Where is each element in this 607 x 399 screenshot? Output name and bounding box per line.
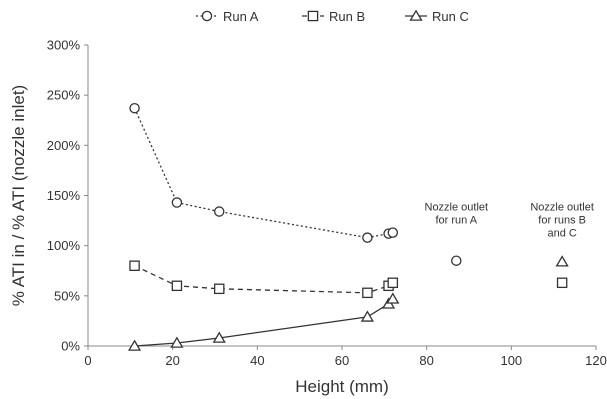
annotation-line: Nozzle outlet xyxy=(530,202,594,214)
legend-item-run-c: Run C xyxy=(405,9,469,24)
data-point xyxy=(362,287,373,299)
x-axis-title: Height (mm) xyxy=(295,377,389,396)
legend-marker xyxy=(409,9,423,21)
x-tick-label: 60 xyxy=(335,353,349,368)
x-tick-label: 0 xyxy=(84,353,91,368)
data-point xyxy=(362,232,373,243)
data-point xyxy=(171,197,183,208)
y-tick-label: 300% xyxy=(47,38,81,53)
series-line xyxy=(134,298,394,347)
legend-marker xyxy=(201,10,213,22)
nozzle-outlet-point xyxy=(451,255,462,266)
x-tick-label: 100 xyxy=(500,353,522,368)
legend-label: Run A xyxy=(223,9,259,24)
y-tick-label: 50% xyxy=(54,288,80,303)
annotation-line: for run A xyxy=(436,215,478,227)
nozzle-outlet-point xyxy=(555,255,569,267)
legend: Run A Run B Run C xyxy=(196,9,469,24)
data-point xyxy=(213,283,225,295)
y-tick-label: 150% xyxy=(47,188,81,203)
axes: 0% 50% 100% 150% 200% 250% 300% 0 20 40 60 80 100 120 xyxy=(47,38,607,369)
y-tick-label: 0% xyxy=(61,339,80,354)
data-point xyxy=(170,336,184,348)
x-tick-label: 20 xyxy=(165,353,179,368)
annotation-line: Nozzle outlet xyxy=(425,202,489,214)
x-tick-label: 80 xyxy=(419,353,433,368)
legend-label: Run C xyxy=(432,9,469,24)
data-point xyxy=(129,260,140,271)
annotation-line: for runs B xyxy=(538,215,586,227)
series-line xyxy=(133,107,393,239)
data-point xyxy=(212,331,226,343)
data-point xyxy=(127,339,142,351)
series-run-c xyxy=(127,292,400,351)
x-tick-label: 40 xyxy=(250,353,264,368)
legend-label: Run B xyxy=(329,9,365,24)
data-point xyxy=(213,206,225,217)
x-tick-label: 120 xyxy=(585,353,607,368)
annotation-run-a: Nozzle outlet for run A xyxy=(425,202,489,227)
annotation-line: and C xyxy=(547,228,576,240)
data-point xyxy=(360,310,374,322)
data-point xyxy=(387,277,399,289)
data-point xyxy=(129,102,140,114)
data-point xyxy=(386,292,400,304)
data-point xyxy=(171,280,183,292)
legend-item-run-b: Run B xyxy=(302,9,365,24)
legend-marker xyxy=(307,10,319,22)
series-run-a xyxy=(129,102,399,243)
y-axis-title: % ATI in / % ATI (nozzle inlet) xyxy=(9,85,28,306)
series-layer xyxy=(127,102,569,351)
series-line xyxy=(134,265,394,294)
y-tick-label: 250% xyxy=(47,88,81,103)
y-tick-label: 200% xyxy=(47,138,81,153)
legend-item-run-a: Run A xyxy=(196,9,259,24)
nozzle-outlet-point xyxy=(556,277,568,289)
series-run-b xyxy=(129,260,399,299)
data-point xyxy=(387,227,399,238)
y-tick-label: 100% xyxy=(47,238,81,253)
